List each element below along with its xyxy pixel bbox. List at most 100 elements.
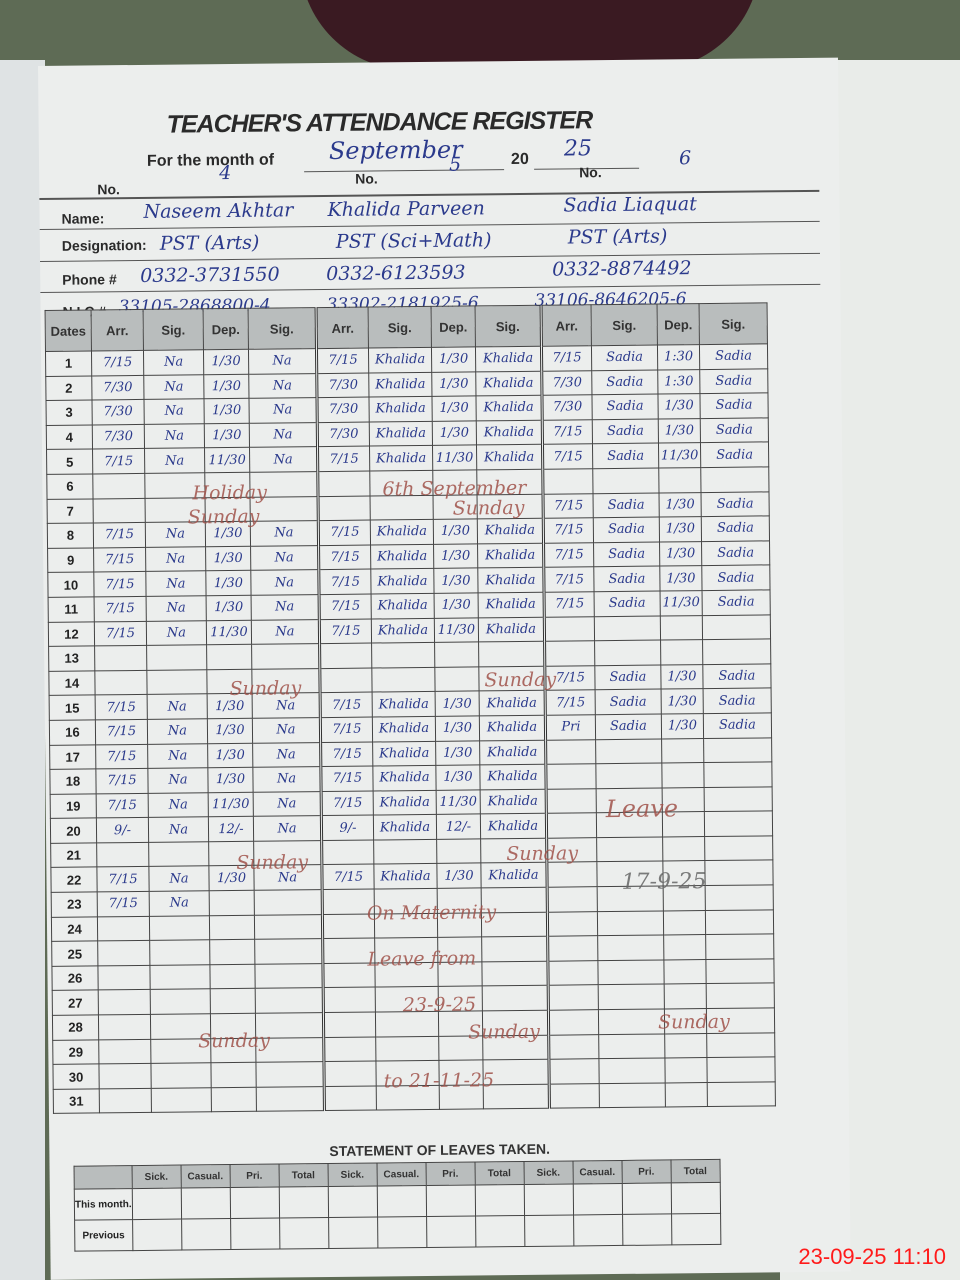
attendance-cell	[255, 1061, 325, 1088]
attendance-cell	[706, 983, 775, 1009]
attendance-cell	[658, 467, 701, 493]
attendance-cell: Khalida	[479, 764, 547, 790]
photo-timestamp: 23-09-25 11:10	[798, 1244, 946, 1269]
attendance-cell: Khalida	[480, 862, 548, 888]
attendance-cell	[434, 642, 479, 668]
date-cell: 23	[51, 891, 98, 918]
attendance-cell: Sadia	[702, 589, 771, 616]
attendance-cell: 7/15	[318, 544, 371, 570]
attendance-cell: Khalida	[372, 740, 436, 767]
maternity-note-1: On Maternity	[366, 901, 497, 925]
attendance-cell: Na	[252, 742, 321, 768]
attendance-cell	[210, 988, 256, 1014]
maternity-note-3: 23-9-25	[402, 993, 477, 1017]
leaves-cell	[230, 1218, 280, 1250]
attendance-cell: 1/30	[433, 543, 478, 569]
attendance-cell: 7/15	[318, 569, 372, 595]
attendance-cell	[663, 959, 707, 985]
no-label-1: No.	[97, 181, 120, 198]
leaves-cell	[426, 1215, 476, 1248]
attendance-cell: Sadia	[595, 689, 662, 715]
leaves-column-header: Sick.	[131, 1165, 181, 1189]
teacher-1-name: Naseem Akhtar	[143, 199, 294, 223]
attendance-cell: 1/30	[660, 664, 704, 690]
attendance-cell	[210, 1062, 257, 1088]
attendance-cell	[318, 495, 371, 521]
attendance-cell	[706, 1032, 775, 1058]
attendance-cell: Na	[251, 619, 320, 645]
attendance-cell	[206, 644, 252, 670]
attendance-cell: 7/15	[542, 444, 593, 470]
attendance-cell	[254, 938, 323, 965]
attendance-cell	[594, 615, 661, 641]
attendance-cell: Na	[148, 817, 209, 843]
sunday-note-7a: Sunday	[187, 505, 260, 529]
leaves-cell	[377, 1216, 427, 1249]
attendance-cell: 7/15	[545, 690, 596, 716]
attendance-cell: Sadia	[701, 516, 770, 542]
attendance-cell	[596, 836, 663, 863]
date-cell: 5	[46, 449, 93, 475]
attendance-cell: 11/30	[434, 617, 479, 643]
attendance-cell: 1/30	[658, 418, 701, 444]
attendance-cell	[97, 940, 150, 966]
attendance-cell: 11/30	[432, 445, 477, 471]
date-cell: 8	[47, 523, 94, 549]
attendance-cell	[146, 669, 208, 695]
attendance-cell: 7/30	[317, 421, 370, 447]
teacher-1-no: 4	[219, 161, 232, 185]
date-cell: 20	[50, 818, 97, 844]
attendance-cell: Khalida	[476, 420, 543, 446]
column-header: Dep.	[203, 308, 249, 350]
attendance-cell: Na	[249, 422, 318, 448]
attendance-cell	[254, 889, 323, 915]
date-cell: 27	[52, 990, 99, 1016]
attendance-cell: Khalida	[476, 444, 543, 470]
attendance-cell: 1/30	[203, 398, 250, 424]
attendance-cell: Na	[253, 791, 322, 817]
attendance-cell: Khalida	[371, 593, 435, 619]
leaves-cell	[376, 1185, 427, 1218]
attendance-cell	[703, 761, 773, 788]
date-cell: 16	[49, 719, 96, 745]
attendance-cell	[542, 468, 594, 494]
attendance-cell: 7/15	[93, 571, 147, 597]
attendance-cell: 1/30	[661, 688, 704, 714]
attendance-cell: Khalida	[477, 518, 544, 544]
attendance-cell: 7/15	[319, 618, 372, 644]
attendance-cell: Khalida	[373, 814, 437, 840]
leave-date-note: 17-9-25	[621, 869, 707, 895]
attendance-cell	[546, 862, 598, 888]
date-cell: 29	[52, 1039, 99, 1065]
attendance-cell: 11/30	[660, 590, 703, 616]
register-title: TEACHER'S ATTENDANCE REGISTER	[166, 106, 593, 139]
date-cell: 21	[50, 842, 97, 868]
attendance-cell: Sadia	[699, 343, 768, 370]
attendance-table: Dates Arr. Sig. Dep. Sig. Arr. Sig. Dep. Sig. Arr…	[45, 302, 776, 1114]
attendance-cell: Khalida	[372, 765, 437, 791]
attendance-cell: 1/30	[433, 568, 479, 594]
attendance-cell	[661, 762, 705, 788]
attendance-cell	[323, 1012, 376, 1038]
date-cell: 10	[47, 572, 95, 598]
attendance-cell: Khalida	[475, 346, 542, 372]
attendance-cell: Pri	[545, 714, 596, 740]
attendance-cell: Khalida	[479, 690, 546, 716]
teacher-1-phone: 0332-3731550	[140, 263, 280, 287]
attendance-cell	[150, 989, 211, 1015]
attendance-cell	[599, 1082, 666, 1109]
attendance-cell: Na	[148, 866, 210, 892]
date-cell: 2	[45, 375, 93, 401]
attendance-cell: Na	[147, 767, 209, 794]
leaves-cell	[671, 1213, 721, 1245]
attendance-cell: 1/30	[659, 565, 703, 591]
attendance-cell: 9/-	[96, 817, 149, 843]
leaves-cell	[328, 1217, 378, 1249]
date-cell: 11	[48, 596, 95, 622]
attendance-cell: 7/15	[320, 692, 373, 718]
attendance-cell	[482, 985, 549, 1011]
attendance-cell: Sadia	[700, 417, 769, 443]
attendance-cell: Khalida	[475, 395, 543, 421]
attendance-cell: Na	[143, 398, 205, 425]
attendance-cell	[548, 985, 599, 1011]
